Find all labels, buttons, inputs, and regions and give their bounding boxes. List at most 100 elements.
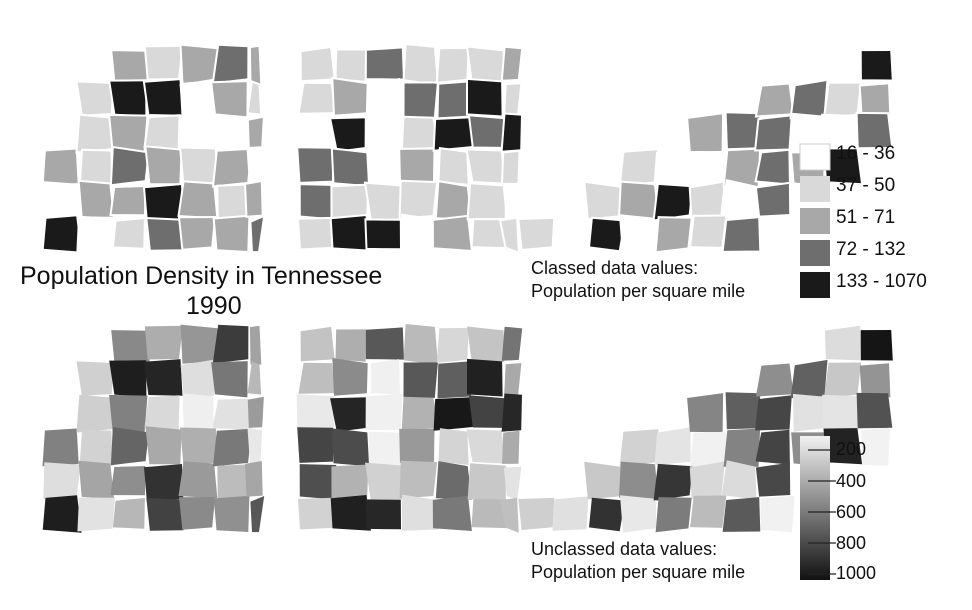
county xyxy=(297,81,337,115)
county xyxy=(793,393,828,432)
county xyxy=(432,495,472,531)
county xyxy=(654,427,691,466)
county xyxy=(438,428,469,465)
scale-tick-label-5: 1000 xyxy=(836,563,877,583)
legend-swatch-class-5 xyxy=(800,272,830,298)
classed-legend xyxy=(799,143,831,298)
county xyxy=(687,393,724,433)
county xyxy=(180,427,217,465)
county xyxy=(755,429,790,465)
county xyxy=(721,460,757,500)
county xyxy=(179,43,219,85)
county xyxy=(587,216,627,253)
scale-tick-label-4: 800 xyxy=(836,533,867,553)
county xyxy=(403,324,438,365)
county xyxy=(435,46,470,85)
county xyxy=(179,146,218,186)
legend-label-class-3: 51 - 71 xyxy=(836,207,896,228)
county xyxy=(467,358,503,397)
county xyxy=(690,495,727,528)
county xyxy=(111,330,150,365)
county xyxy=(334,48,368,83)
county xyxy=(823,44,864,82)
county xyxy=(501,326,523,361)
unclassed-caption-line1: Unclassed data values: xyxy=(531,539,718,559)
county xyxy=(182,393,214,431)
county xyxy=(502,185,523,222)
county xyxy=(855,111,894,150)
county xyxy=(330,183,370,220)
county xyxy=(179,497,216,530)
county xyxy=(403,362,438,398)
county xyxy=(216,183,249,221)
county xyxy=(247,361,262,395)
county xyxy=(365,462,403,501)
county xyxy=(467,463,506,500)
county xyxy=(331,76,369,117)
classed-caption-line1: Classed data values: xyxy=(531,258,699,278)
county xyxy=(296,146,334,184)
county xyxy=(655,497,692,533)
county xyxy=(143,44,184,81)
county xyxy=(401,396,439,430)
county xyxy=(688,180,727,220)
county xyxy=(398,147,436,184)
classed-caption-line2: Population per square mile xyxy=(531,281,746,301)
county xyxy=(247,396,264,428)
county xyxy=(436,327,469,363)
county xyxy=(298,497,337,530)
county xyxy=(431,214,474,253)
county xyxy=(466,182,507,221)
county xyxy=(467,326,505,363)
county xyxy=(824,325,863,361)
county xyxy=(365,393,403,430)
county xyxy=(620,495,657,533)
legend-label-class-4: 72 - 132 xyxy=(836,239,906,260)
scale-tick-label-1: 200 xyxy=(836,439,867,459)
county xyxy=(435,461,472,500)
county xyxy=(330,495,371,531)
county xyxy=(180,359,217,397)
county xyxy=(859,48,894,82)
county xyxy=(500,112,524,153)
county xyxy=(370,77,402,116)
county xyxy=(402,494,439,531)
legend-swatch-class-2 xyxy=(800,176,830,202)
county xyxy=(76,216,117,253)
legend-swatch-class-1 xyxy=(799,143,831,171)
county xyxy=(78,460,115,499)
county xyxy=(177,215,217,251)
county xyxy=(331,464,369,499)
county xyxy=(297,427,333,463)
county xyxy=(365,327,404,360)
county xyxy=(552,496,589,531)
county xyxy=(77,179,116,220)
county xyxy=(142,78,184,117)
county xyxy=(467,114,506,149)
county xyxy=(332,358,368,396)
county xyxy=(177,180,219,220)
county xyxy=(399,460,438,499)
county xyxy=(465,45,506,84)
county xyxy=(245,461,263,497)
county xyxy=(213,495,250,532)
unclassed-gradient-bar xyxy=(800,436,830,580)
scale-tick-label-3: 600 xyxy=(836,502,867,522)
county xyxy=(144,145,183,186)
county xyxy=(823,428,863,465)
county xyxy=(246,146,264,186)
county xyxy=(652,182,694,222)
county xyxy=(75,113,114,154)
county xyxy=(329,213,373,252)
county xyxy=(248,44,263,86)
county xyxy=(861,427,891,466)
county xyxy=(399,428,435,463)
county xyxy=(500,45,524,82)
map-title: Population Density in Tennessee xyxy=(20,262,383,290)
county xyxy=(145,426,182,465)
county xyxy=(246,80,263,116)
county xyxy=(246,115,265,149)
county xyxy=(109,360,147,398)
county xyxy=(363,181,404,222)
legend-label-class-5: 133 - 1070 xyxy=(836,271,927,292)
